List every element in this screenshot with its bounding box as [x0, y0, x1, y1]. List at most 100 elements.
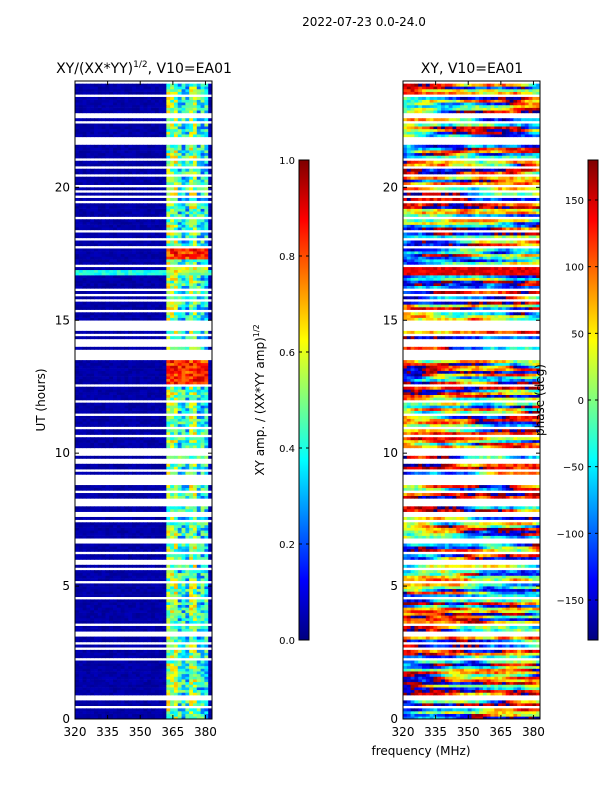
amp-cell [128, 665, 133, 669]
amp-cell [90, 365, 95, 369]
amp-cell [97, 378, 103, 382]
amp-cell [200, 272, 205, 276]
amp-cell [116, 213, 122, 217]
amp-cell [185, 389, 190, 393]
amp-cell [181, 495, 186, 499]
amp-cell [173, 389, 179, 393]
amp-cell [154, 283, 160, 286]
amp-cell [147, 660, 152, 664]
amp-cell [113, 548, 118, 552]
amp-cell [109, 716, 114, 719]
amp-cell [154, 522, 160, 526]
amp-cell [132, 381, 137, 385]
amp-cell [170, 277, 175, 281]
amp-cell [192, 495, 198, 499]
amp-cell [105, 253, 110, 257]
amp-cell [97, 487, 103, 491]
amp-cell [86, 700, 91, 704]
amp-cell [181, 192, 186, 196]
amp-cell [124, 221, 129, 225]
amp-cell [147, 625, 152, 629]
amp-cell [162, 663, 167, 667]
amp-cell [86, 716, 91, 719]
amp-cell [105, 604, 110, 608]
amp-cell [128, 219, 133, 223]
amp-cell [94, 687, 99, 691]
amp-cell [120, 532, 125, 536]
amp-cell [86, 376, 91, 380]
amp-cell [113, 360, 118, 364]
amp-cell [208, 394, 212, 398]
amp-cell [113, 713, 118, 717]
amp-cell [135, 182, 141, 185]
amp-cell [132, 530, 137, 534]
amp-cell [120, 232, 125, 236]
amp-cell [162, 431, 167, 435]
amp-cell [162, 256, 167, 260]
amp-cell [101, 543, 106, 547]
amp-cell [185, 594, 190, 598]
amp-cell [135, 564, 141, 568]
amp-cell [75, 535, 80, 539]
amp-cell [143, 405, 148, 409]
amp-cell [147, 365, 152, 369]
amp-cell [189, 620, 194, 624]
amp-cell [82, 692, 87, 696]
amp-cell [97, 221, 103, 225]
amp-cell [177, 692, 183, 696]
amp-cell [147, 421, 152, 425]
amp-cell [154, 330, 160, 334]
amp-cell [124, 394, 129, 398]
amp-cell [170, 219, 175, 223]
amp-cell [128, 221, 133, 225]
amp-cell [97, 368, 103, 372]
amp-cell [139, 493, 144, 496]
amp-cell [113, 415, 118, 419]
amp-cell [135, 554, 141, 558]
amp-cell [113, 272, 118, 276]
amp-cell [139, 708, 144, 712]
amp-cell [151, 280, 156, 284]
amp-cell [208, 219, 212, 223]
amp-cell [181, 604, 186, 608]
amp-cell [181, 240, 186, 244]
amp-cell [185, 625, 190, 629]
amp-cell [120, 208, 125, 212]
amp-cell [116, 232, 122, 236]
amp-cell [90, 336, 95, 340]
amp-cell [116, 644, 122, 648]
amp-cell [208, 381, 212, 385]
amp-cell [113, 243, 118, 247]
amp-cell [158, 639, 164, 643]
amp-cell [135, 208, 141, 212]
amp-cell [113, 213, 118, 217]
amp-cell [196, 620, 202, 624]
amp-cell [97, 639, 103, 643]
amp-cell [86, 530, 91, 534]
amp-cell [94, 442, 99, 446]
amp-cell [132, 546, 137, 550]
amp-cell [166, 224, 171, 228]
amp-cell [208, 423, 212, 427]
amp-cell [120, 703, 125, 707]
amp-cell [94, 423, 99, 427]
amp-cell [132, 663, 137, 667]
amp-cell [120, 285, 125, 289]
amp-cell [101, 205, 106, 209]
amp-cell [116, 192, 122, 196]
amp-cell [94, 485, 99, 489]
amp-cell [139, 386, 144, 390]
amp-cell [185, 421, 190, 425]
amp-cell [105, 437, 110, 441]
amp-cell [151, 625, 156, 629]
amp-cell [128, 314, 133, 318]
amp-cell [189, 586, 194, 590]
amp-cell [101, 625, 106, 629]
amp-cell [113, 285, 118, 289]
amp-cell [143, 439, 148, 443]
amp-cell [196, 392, 202, 395]
amp-cell [120, 687, 125, 691]
amp-cell [135, 275, 141, 279]
amp-cell [192, 639, 198, 643]
amp-cell [82, 554, 87, 558]
